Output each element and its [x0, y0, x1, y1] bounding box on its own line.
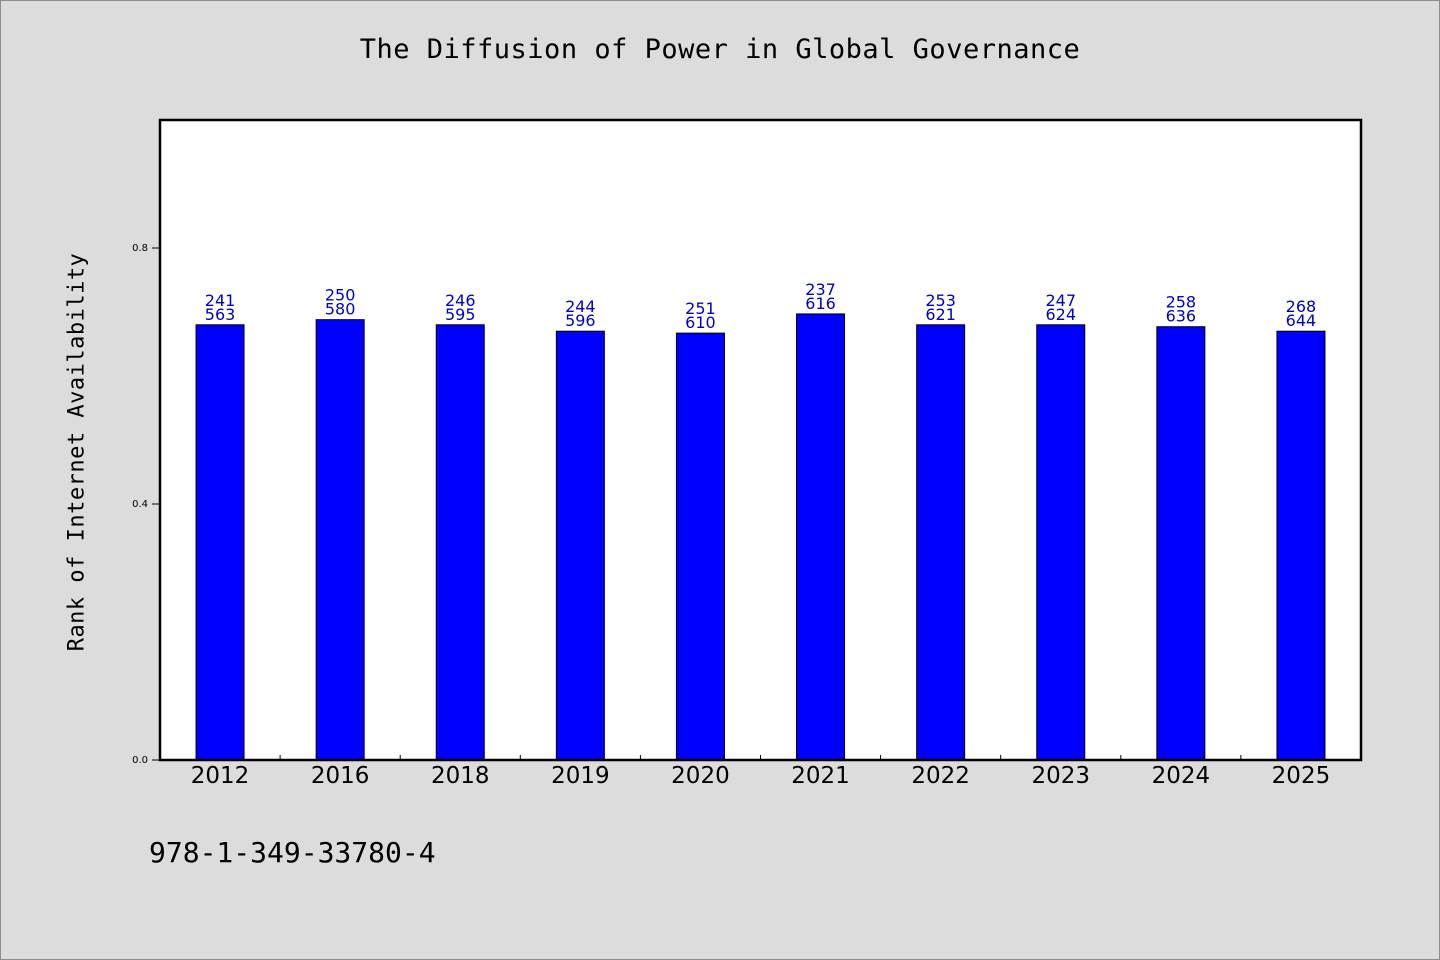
bar [1036, 324, 1086, 761]
x-tick-label: 2016 [311, 763, 370, 789]
x-tick-label: 2012 [191, 763, 250, 789]
bar-data-label: 253 [925, 291, 956, 310]
bar-data-label: 246 [445, 291, 476, 310]
bar [555, 330, 605, 761]
bar-data-label: 595 [445, 305, 476, 324]
x-tick-label: 2019 [551, 763, 610, 789]
bar-data-label: 247 [1045, 291, 1076, 310]
x-tick-label: 2018 [431, 763, 490, 789]
bar-data-label: 644 [1286, 311, 1317, 330]
y-tick-label: 0.4 [132, 499, 148, 510]
bar-data-label: 241 [205, 291, 236, 310]
bar [195, 324, 245, 761]
bar-data-label: 250 [325, 286, 356, 305]
bar [315, 319, 365, 761]
bar-data-label: 636 [1166, 307, 1197, 326]
x-tick-label: 2021 [791, 763, 850, 789]
bar [435, 324, 485, 761]
bar-data-label: 251 [685, 299, 716, 318]
x-tick-label: 2025 [1272, 763, 1331, 789]
bar-data-label: 610 [685, 313, 716, 332]
y-tick-label: 0.8 [132, 243, 148, 254]
bar-data-label: 237 [805, 280, 836, 299]
bar-data-label: 244 [565, 297, 596, 316]
bar [796, 313, 846, 761]
bar-data-label: 563 [205, 305, 236, 324]
x-tick-label: 2020 [671, 763, 730, 789]
bar-data-label: 258 [1166, 293, 1197, 312]
x-tick-label: 2022 [911, 763, 970, 789]
chart-title: The Diffusion of Power in Global Governa… [359, 34, 1081, 65]
bar-data-label: 621 [925, 305, 956, 324]
bar-data-label: 268 [1286, 297, 1317, 316]
x-tick-label: 2023 [1031, 763, 1090, 789]
bar [916, 324, 966, 761]
y-tick-label: 0.0 [132, 755, 148, 766]
bar [1156, 326, 1206, 761]
bar [675, 332, 725, 761]
x-tick-label: 2024 [1152, 763, 1211, 789]
bar-data-label: 616 [805, 294, 836, 313]
bar-data-label: 580 [325, 300, 356, 319]
isbn-text: 978-1-349-33780-4 [149, 836, 436, 869]
bar [1276, 330, 1326, 761]
plot-border [158, 118, 1363, 762]
bar-data-label: 596 [565, 311, 596, 330]
bar-data-label: 624 [1045, 305, 1076, 324]
